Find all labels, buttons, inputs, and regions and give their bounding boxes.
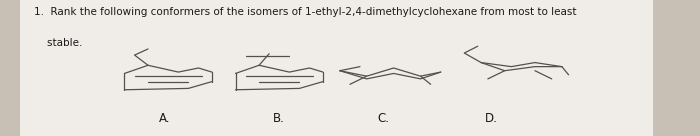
Text: B.: B.	[273, 112, 285, 125]
Text: C.: C.	[377, 112, 389, 125]
Text: stable.: stable.	[34, 38, 82, 48]
FancyBboxPatch shape	[20, 0, 652, 136]
Text: A.: A.	[159, 112, 171, 125]
Text: D.: D.	[485, 112, 498, 125]
Text: 1.  Rank the following conformers of the isomers of 1-ethyl-2,4-dimethylcyclohex: 1. Rank the following conformers of the …	[34, 7, 576, 17]
